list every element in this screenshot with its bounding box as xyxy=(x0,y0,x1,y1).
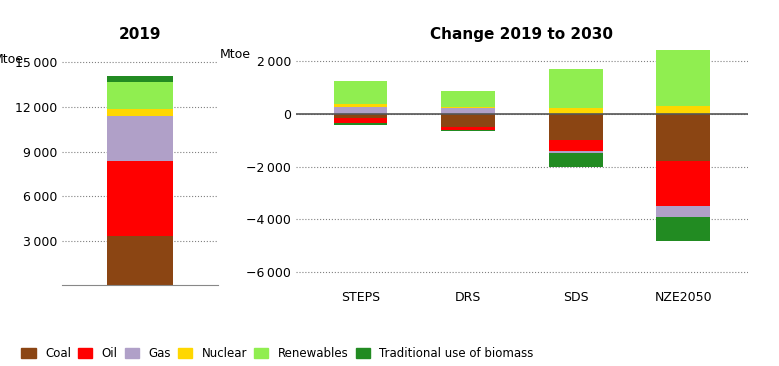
Bar xyxy=(657,161,710,206)
Bar xyxy=(549,114,603,140)
Bar xyxy=(441,91,495,107)
Bar xyxy=(549,140,603,151)
Y-axis label: Mtoe: Mtoe xyxy=(0,53,23,66)
Bar xyxy=(333,104,387,107)
Bar xyxy=(333,114,387,117)
Bar xyxy=(441,130,495,131)
Bar xyxy=(108,76,173,82)
Bar xyxy=(657,114,710,161)
Bar xyxy=(549,108,603,114)
Bar xyxy=(441,108,495,114)
Bar xyxy=(108,116,173,161)
Bar xyxy=(333,81,387,104)
Bar xyxy=(441,127,495,130)
Bar xyxy=(549,69,603,108)
Bar xyxy=(549,151,603,153)
Bar xyxy=(108,161,173,236)
Bar xyxy=(657,206,710,217)
Legend: Coal, Oil, Gas, Nuclear, Renewables, Traditional use of biomass: Coal, Oil, Gas, Nuclear, Renewables, Tra… xyxy=(22,347,534,360)
Title: 2019: 2019 xyxy=(119,27,161,42)
Bar xyxy=(108,236,173,285)
Bar xyxy=(333,123,387,125)
Bar xyxy=(441,107,495,108)
Y-axis label: Mtoe: Mtoe xyxy=(220,48,251,61)
Bar xyxy=(657,50,710,106)
Bar xyxy=(108,82,173,109)
Bar xyxy=(549,153,603,167)
Bar xyxy=(657,106,710,114)
Title: Change 2019 to 2030: Change 2019 to 2030 xyxy=(431,27,613,42)
Bar xyxy=(108,109,173,116)
Bar xyxy=(657,217,710,240)
Bar xyxy=(333,117,387,123)
Bar xyxy=(333,107,387,114)
Bar xyxy=(441,114,495,127)
